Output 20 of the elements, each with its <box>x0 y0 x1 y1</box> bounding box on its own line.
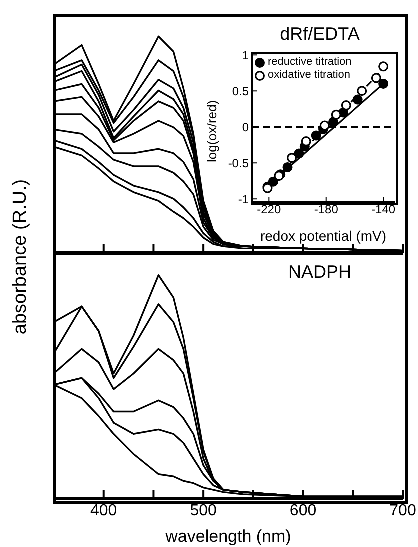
x-tick-label: 600 <box>290 502 317 520</box>
y-axis-title: absorbance (R.U.) <box>10 179 31 335</box>
y-tick-label: 1 <box>242 48 250 62</box>
x-axis-title: redox potential (mV) <box>260 228 387 244</box>
y-tick-label: -0.5 <box>228 156 250 170</box>
x-axis-title: wavelength (nm) <box>164 527 292 546</box>
legend-label: reductive titration <box>268 56 352 69</box>
chart-title: dRf/EDTA <box>279 24 361 45</box>
x-tick-label: 400 <box>90 502 118 520</box>
x-tick-label: 500 <box>190 502 218 520</box>
y-axis-title: log(ox/red) <box>204 100 220 162</box>
y-tick-label: 0 <box>242 120 250 134</box>
legend-label: oxidative titration <box>268 69 351 82</box>
x-tick-label: 700 <box>390 502 416 520</box>
x-tick-label: -220 <box>257 202 282 217</box>
x-tick-label: -180 <box>314 202 339 217</box>
x-tick-label: -140 <box>372 202 396 217</box>
chart-title: NADPH <box>287 262 352 283</box>
y-tick-label: -1 <box>238 192 250 206</box>
y-tick-label: 0.5 <box>232 84 250 98</box>
